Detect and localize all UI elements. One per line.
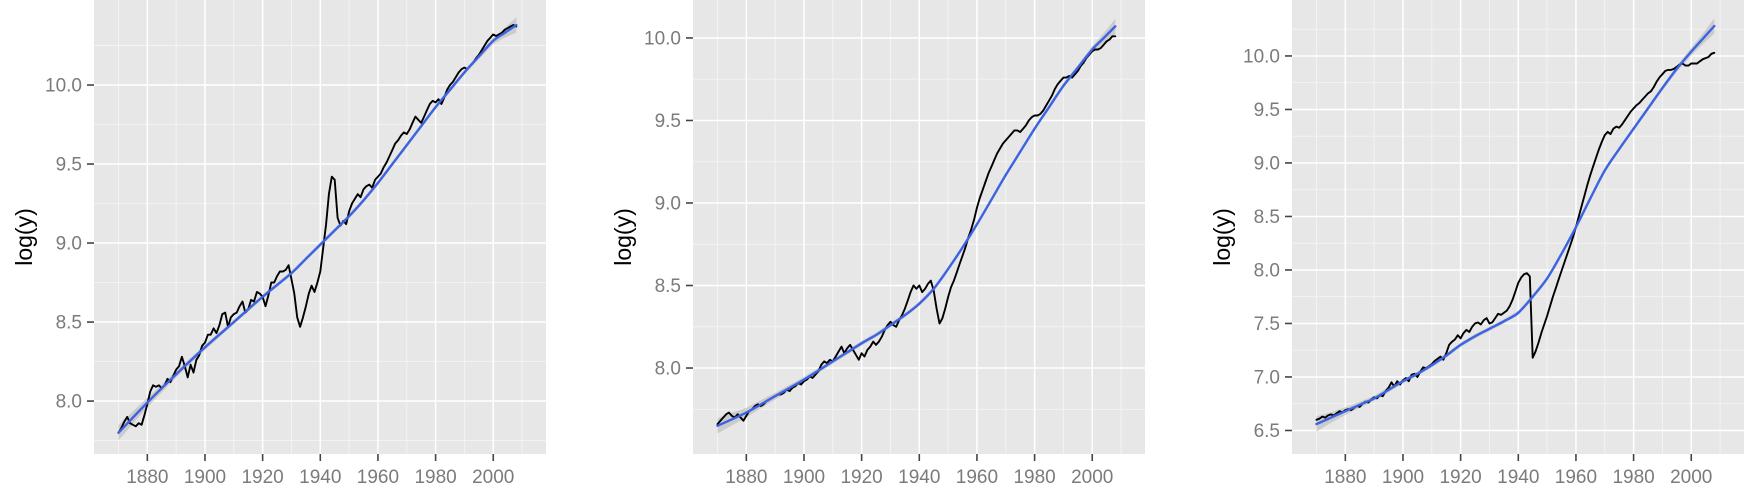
y-tick-label: 10.0: [45, 76, 82, 97]
y-tick-label: 8.0: [1254, 260, 1280, 281]
data-line: [716, 35, 1117, 426]
grid-major: [693, 0, 1145, 454]
x-tick-label: 1900: [184, 467, 226, 488]
smooth-line: [716, 25, 1117, 427]
tick-labels: 1880 1900 1920 1940 1960 1980 2000 8.0 8.5 9.0 9.5…: [644, 28, 1113, 488]
x-tick-label: 1940: [898, 467, 940, 488]
x-tick-label: 1920: [241, 467, 283, 488]
grid-major: [1292, 0, 1744, 454]
tick-marks: [1285, 55, 1693, 461]
panel-1: 1880 1900 1920 1940 1960 1980 2000 8.0 8.5 9.0 9.5…: [11, 0, 546, 488]
x-tick-label: 1980: [1013, 467, 1055, 488]
y-tick-label: 8.0: [655, 359, 681, 380]
y-axis-title: log(y): [610, 208, 636, 266]
x-tick-label: 1880: [126, 467, 168, 488]
x-tick-label: 1980: [1612, 467, 1654, 488]
x-tick-label: 1900: [1382, 467, 1424, 488]
tick-marks: [686, 37, 1094, 461]
smooth-line: [1315, 24, 1716, 426]
x-tick-label: 1980: [414, 467, 456, 488]
y-tick-label: 9.0: [56, 234, 82, 255]
x-tick-label: 1940: [299, 467, 341, 488]
x-tick-label: 1960: [956, 467, 998, 488]
y-tick-label: 10.0: [1243, 46, 1280, 67]
x-tick-label: 1880: [725, 467, 767, 488]
x-tick-label: 1920: [840, 467, 882, 488]
panel-3: 1880 1900 1920 1940 1960 1980 2000 6.5 7.0 7.5 8.0…: [1209, 0, 1744, 488]
smooth-line: [117, 23, 518, 434]
grid-major: [94, 0, 546, 454]
y-axis-title: log(y): [1209, 208, 1235, 266]
y-tick-label: 8.5: [655, 276, 681, 297]
x-tick-label: 1880: [1324, 467, 1366, 488]
y-tick-label: 7.0: [1254, 367, 1280, 388]
x-tick-label: 1940: [1497, 467, 1539, 488]
x-tick-label: 2000: [1670, 467, 1712, 488]
data-line: [1315, 51, 1716, 421]
y-tick-label: 9.0: [655, 193, 681, 214]
x-tick-label: 2000: [1071, 467, 1113, 488]
y-tick-label: 8.5: [56, 313, 82, 334]
y-tick-label: 9.0: [1254, 153, 1280, 174]
x-tick-label: 1900: [783, 467, 825, 488]
panel-2: 1880 1900 1920 1940 1960 1980 2000 8.0 8.5 9.0 9.5…: [610, 0, 1145, 488]
x-tick-label: 1920: [1439, 467, 1481, 488]
y-tick-label: 10.0: [644, 28, 681, 49]
y-axis-title: log(y): [11, 208, 37, 266]
tick-labels: 1880 1900 1920 1940 1960 1980 2000 8.0 8.5 9.0 9.5…: [45, 76, 514, 488]
tick-labels: 1880 1900 1920 1940 1960 1980 2000 6.5 7.0 7.5 8.0…: [1243, 46, 1712, 488]
y-tick-label: 7.5: [1254, 314, 1280, 335]
y-tick-label: 9.5: [56, 155, 82, 176]
x-tick-label: 1960: [357, 467, 399, 488]
tick-marks: [87, 84, 495, 461]
y-tick-label: 9.5: [655, 111, 681, 132]
x-tick-label: 2000: [472, 467, 514, 488]
y-tick-label: 8.5: [1254, 207, 1280, 228]
x-tick-label: 1960: [1555, 467, 1597, 488]
y-tick-label: 8.0: [56, 392, 82, 413]
y-tick-label: 9.5: [1254, 100, 1280, 121]
y-tick-label: 6.5: [1254, 421, 1280, 442]
